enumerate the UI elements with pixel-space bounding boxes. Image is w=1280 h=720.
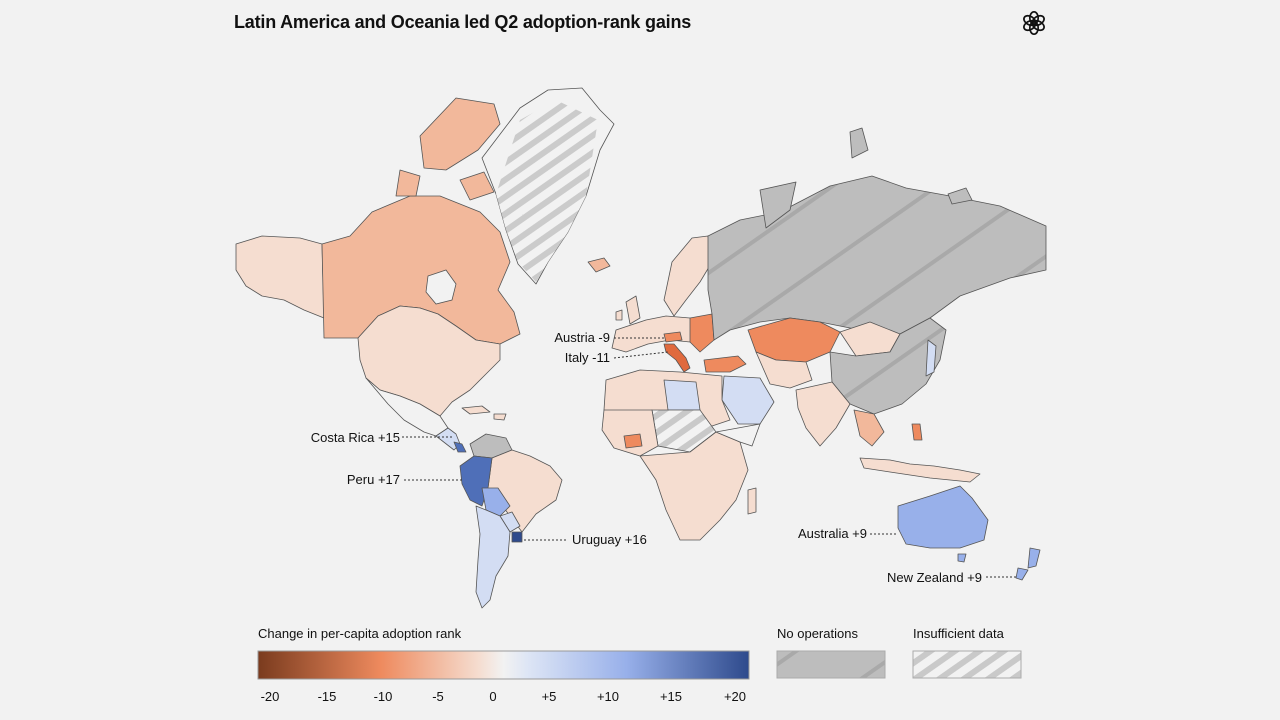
uruguay xyxy=(511,531,523,543)
callout-australia: Australia +9 xyxy=(798,526,867,541)
legend-tick: -20 xyxy=(260,689,280,704)
callout-peru: Peru +17 xyxy=(347,472,400,487)
legend-tick: 0 xyxy=(489,689,497,704)
legend-title: Change in per-capita adoption rank xyxy=(258,626,462,641)
legend-tick: +5 xyxy=(541,689,557,704)
canada-arctic-islands xyxy=(395,97,501,201)
eastern-europe xyxy=(689,313,715,353)
alaska xyxy=(235,235,325,319)
austria xyxy=(663,331,683,343)
scandinavia xyxy=(663,235,713,317)
callout-costa-rica: Costa Rica +15 xyxy=(311,430,400,445)
legend-tick: -5 xyxy=(432,689,444,704)
leader-italy xyxy=(613,351,669,359)
bolivia xyxy=(481,487,511,517)
russia xyxy=(707,175,1047,341)
western-europe xyxy=(611,315,703,353)
horn-of-africa xyxy=(715,423,761,447)
uk-ireland xyxy=(615,295,641,325)
callout-italy: Italy -11 xyxy=(565,350,610,365)
callout-uruguay: Uruguay +16 xyxy=(572,532,647,547)
japan xyxy=(925,339,937,377)
callout-new-zealand: New Zealand +9 xyxy=(887,570,982,585)
australia xyxy=(897,485,989,549)
india xyxy=(795,381,851,447)
central-america xyxy=(435,427,461,451)
new-zealand xyxy=(1015,547,1041,581)
legend-tick: +20 xyxy=(723,689,747,704)
indonesia xyxy=(859,457,981,483)
hudson-bay xyxy=(425,269,457,305)
italy xyxy=(663,343,691,373)
russia-arctic-islands xyxy=(759,127,973,229)
tasmania xyxy=(957,553,967,563)
philippines xyxy=(911,423,923,441)
egypt-libya xyxy=(663,379,701,411)
page-title: Latin America and Oceania led Q2 adoptio… xyxy=(234,12,692,32)
legend-tick: -15 xyxy=(317,689,337,704)
central-asia xyxy=(755,351,813,389)
nigeria-ghana xyxy=(623,433,643,449)
southeast-asia xyxy=(853,409,885,447)
legend-insufficient-label: Insufficient data xyxy=(913,626,1004,641)
legend-no-operations-label: No operations xyxy=(777,626,858,641)
legend-insufficient-swatch xyxy=(912,650,1022,679)
legend-color-ramp xyxy=(257,650,750,680)
caribbean xyxy=(461,405,507,421)
legend-no-operations-swatch xyxy=(776,650,886,679)
openai-logo-icon xyxy=(1023,10,1045,36)
callout-austria: Austria -9 xyxy=(554,330,610,345)
middle-east xyxy=(721,375,775,425)
iceland xyxy=(587,257,611,273)
legend-tick: -10 xyxy=(373,689,393,704)
central-africa xyxy=(639,431,749,541)
turkey xyxy=(703,355,747,373)
costa-rica xyxy=(453,441,467,453)
madagascar xyxy=(747,487,757,515)
chile-argentina xyxy=(475,505,511,609)
legend-tick: +10 xyxy=(596,689,620,704)
west-africa xyxy=(601,409,659,457)
greenland-insufficient xyxy=(496,100,598,282)
legend-tick: +15 xyxy=(659,689,683,704)
